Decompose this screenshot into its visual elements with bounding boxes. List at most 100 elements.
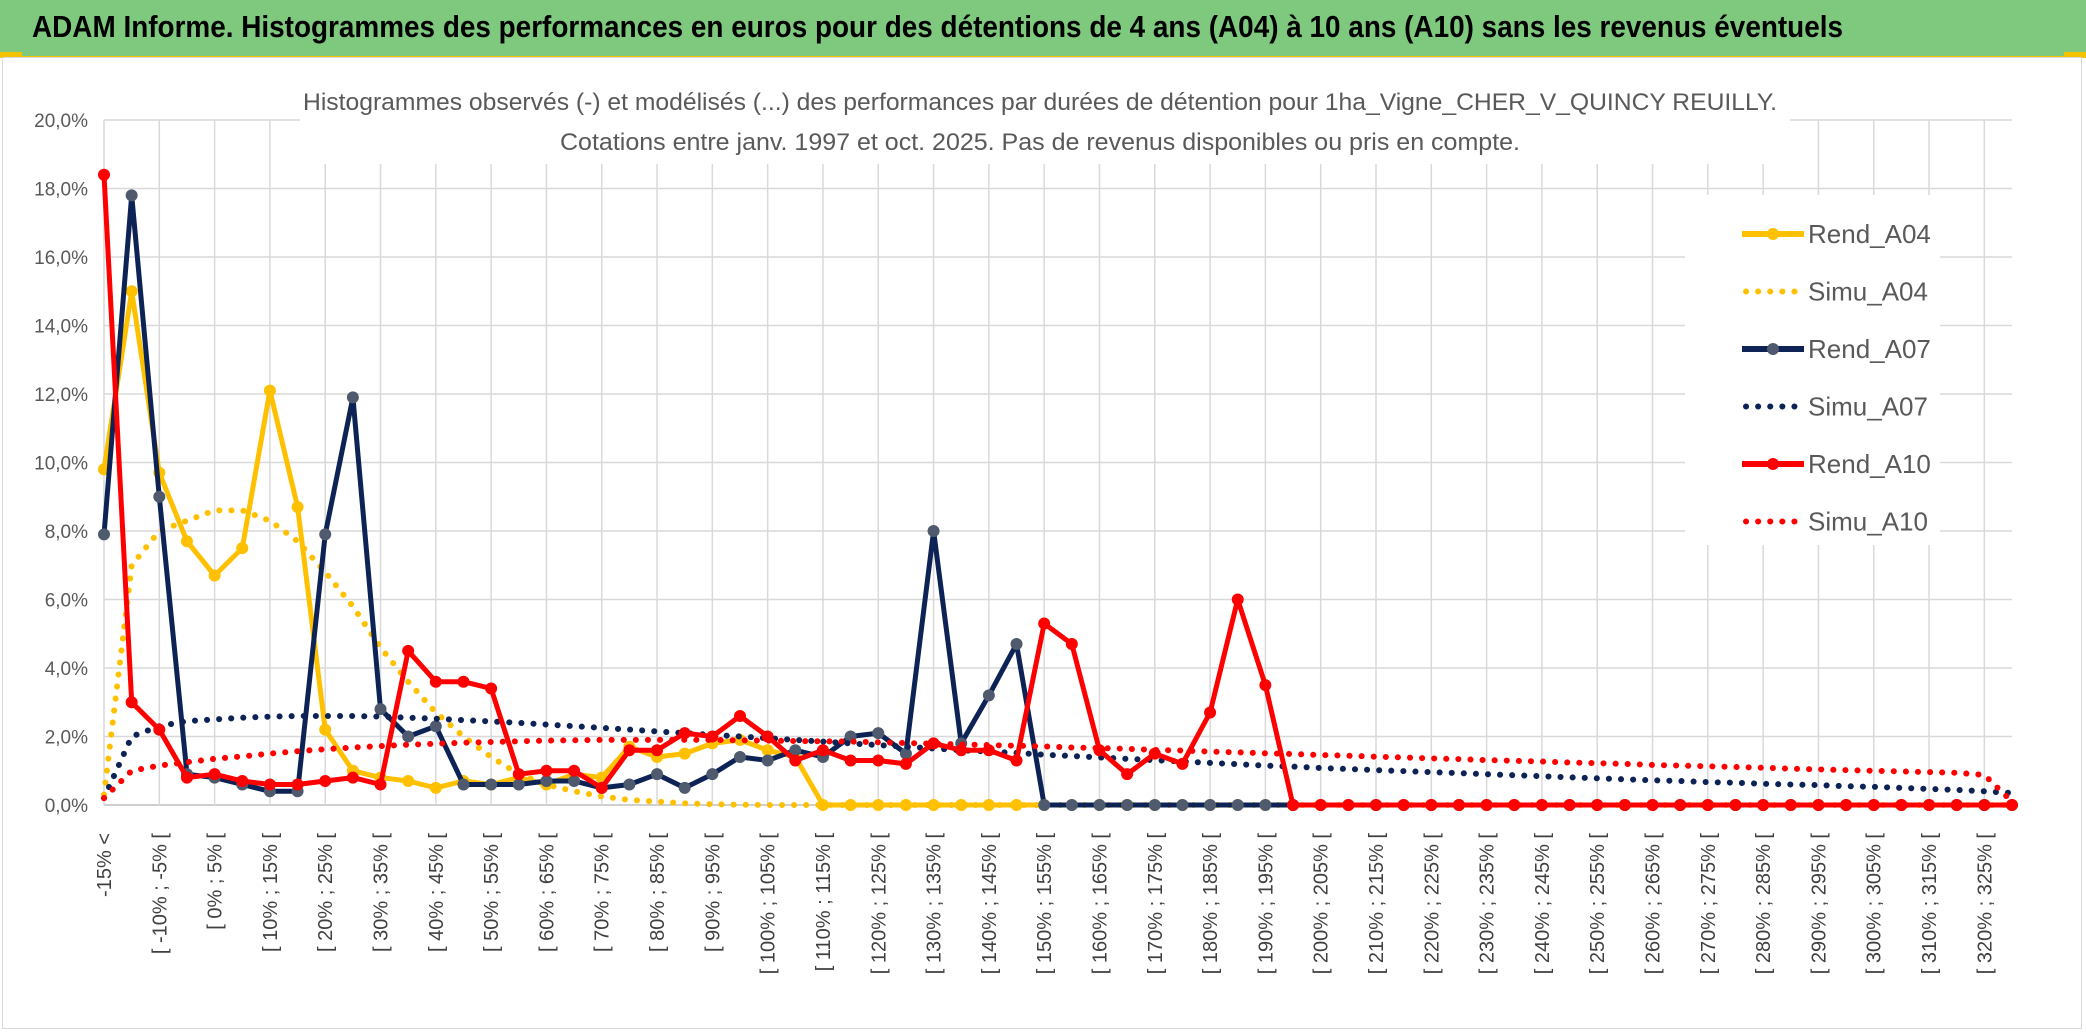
legend-marker-rend-a04 xyxy=(1767,228,1779,240)
x-tick-label: [ 220% ; 225% [ xyxy=(1421,833,1443,975)
series-line-simu-a07 xyxy=(101,713,2015,802)
y-tick-label: 2,0% xyxy=(45,728,88,749)
banner-accent-right xyxy=(2064,52,2086,56)
data-point-rend-a10 xyxy=(1231,593,1244,606)
data-point-rend-a10 xyxy=(1840,799,1853,811)
data-point-rend-a10 xyxy=(595,781,608,794)
x-tick-label: [ 120% ; 125% [ xyxy=(868,833,890,975)
data-point-rend-a10 xyxy=(2006,799,2018,811)
y-tick-label: 0,0% xyxy=(45,796,88,817)
data-point-rend-a07 xyxy=(540,775,553,788)
data-point-rend-a10 xyxy=(1646,799,1659,811)
data-point-rend-a10 xyxy=(1784,799,1797,811)
banner-accent-left xyxy=(0,52,22,56)
data-point-rend-a10 xyxy=(1065,638,1078,651)
data-point-rend-a10 xyxy=(153,723,166,736)
x-tick-label: [ 10% ; 15% [ xyxy=(260,833,282,952)
data-point-rend-a07 xyxy=(1121,799,1134,811)
data-point-rend-a10 xyxy=(457,675,470,688)
data-point-rend-a07 xyxy=(982,689,995,702)
data-point-rend-a04 xyxy=(125,285,138,298)
data-point-rend-a07 xyxy=(1204,799,1217,811)
data-point-rend-a07 xyxy=(761,754,774,767)
report-banner: ADAM Informe. Histogrammes des performan… xyxy=(0,0,2086,58)
x-tick-label: [ -10% ; -5% [ xyxy=(149,833,171,955)
data-point-rend-a10 xyxy=(899,757,912,770)
data-point-rend-a07 xyxy=(319,528,332,541)
data-point-rend-a10 xyxy=(678,727,691,740)
x-tick-label: [ 230% ; 235% [ xyxy=(1477,833,1499,975)
data-point-rend-a10 xyxy=(1287,799,1300,811)
data-point-rend-a10 xyxy=(1314,799,1327,811)
data-point-rend-a10 xyxy=(236,775,249,788)
legend-label-rend-a04: Rend_A04 xyxy=(1808,219,1931,249)
data-point-rend-a07 xyxy=(1038,799,1051,811)
x-tick-label: [ 190% ; 195% [ xyxy=(1255,833,1277,975)
data-point-rend-a07 xyxy=(568,775,581,788)
x-tick-label: [ 300% ; 305% [ xyxy=(1864,833,1886,975)
data-point-rend-a10 xyxy=(98,168,110,181)
data-point-rend-a10 xyxy=(512,768,525,781)
data-point-rend-a10 xyxy=(1867,799,1880,811)
data-point-rend-a04 xyxy=(263,384,276,397)
data-point-rend-a10 xyxy=(1950,799,1963,811)
data-point-rend-a10 xyxy=(651,744,664,757)
x-tick-label: [ 280% ; 285% [ xyxy=(1753,833,1775,975)
x-tick-label: [ 290% ; 295% [ xyxy=(1808,833,1830,975)
data-point-rend-a07 xyxy=(651,768,664,781)
data-point-rend-a10 xyxy=(1978,799,1991,811)
x-tick-label: [ 250% ; 255% [ xyxy=(1587,833,1609,975)
chart-title-line1: Histogrammes observés (-) et modélisés (… xyxy=(303,89,1777,116)
data-point-rend-a07 xyxy=(1065,799,1078,811)
data-point-rend-a07 xyxy=(1231,799,1244,811)
x-tick-label: [ 160% ; 165% [ xyxy=(1089,833,1111,975)
data-point-rend-a10 xyxy=(1563,799,1576,811)
y-tick-label: 14,0% xyxy=(34,317,88,338)
data-point-rend-a10 xyxy=(1535,799,1548,811)
data-point-rend-a10 xyxy=(844,754,857,767)
data-point-rend-a10 xyxy=(1370,799,1382,811)
chart-title-line2: Cotations entre janv. 1997 et oct. 2025.… xyxy=(560,129,1520,156)
y-tick-label: 6,0% xyxy=(45,591,88,612)
data-point-rend-a10 xyxy=(1204,706,1217,719)
data-point-rend-a07 xyxy=(1176,799,1189,811)
data-point-rend-a10 xyxy=(1508,799,1521,811)
data-point-rend-a10 xyxy=(1895,799,1908,811)
data-point-rend-a10 xyxy=(346,771,359,784)
data-point-rend-a10 xyxy=(1591,799,1604,811)
x-tick-label: [ 60% ; 65% [ xyxy=(536,833,558,952)
data-point-rend-a10 xyxy=(568,764,581,777)
data-point-rend-a10 xyxy=(1342,799,1355,811)
legend-label-simu-a04: Simu_A04 xyxy=(1808,277,1928,307)
series-line-rend-a10 xyxy=(101,174,2012,808)
data-point-rend-a04 xyxy=(180,535,193,548)
x-tick-label: [ 20% ; 25% [ xyxy=(315,833,337,952)
chart-frame xyxy=(2,57,2082,1029)
x-tick-label: [ 320% ; 325% [ xyxy=(1974,833,1996,975)
data-point-rend-a07 xyxy=(1259,799,1272,811)
data-point-rend-a07 xyxy=(706,768,719,781)
y-tick-label: 20,0% xyxy=(34,111,88,132)
data-point-rend-a07 xyxy=(734,751,746,764)
data-point-rend-a10 xyxy=(1452,799,1465,811)
x-tick-label: [ 150% ; 155% [ xyxy=(1034,833,1056,975)
data-point-rend-a07 xyxy=(512,778,525,791)
data-point-rend-a10 xyxy=(1757,799,1770,811)
data-point-rend-a10 xyxy=(1618,799,1631,811)
data-point-rend-a10 xyxy=(485,682,498,695)
data-point-rend-a10 xyxy=(402,644,415,657)
data-point-rend-a04 xyxy=(429,781,442,794)
x-tick-label: [ 200% ; 205% [ xyxy=(1311,833,1333,975)
data-point-rend-a10 xyxy=(208,768,221,781)
data-point-rend-a07 xyxy=(374,703,387,716)
x-tick-label: [ 30% ; 35% [ xyxy=(371,833,393,952)
data-point-rend-a07 xyxy=(153,490,166,503)
data-point-rend-a10 xyxy=(816,744,829,757)
data-point-rend-a10 xyxy=(1923,799,1936,811)
data-point-rend-a10 xyxy=(1397,799,1410,811)
y-tick-label: 4,0% xyxy=(45,659,88,680)
legend-label-simu-a10: Simu_A10 xyxy=(1808,507,1928,537)
x-tick-label: [ 100% ; 105% [ xyxy=(758,833,780,975)
data-point-rend-a10 xyxy=(1259,679,1272,692)
